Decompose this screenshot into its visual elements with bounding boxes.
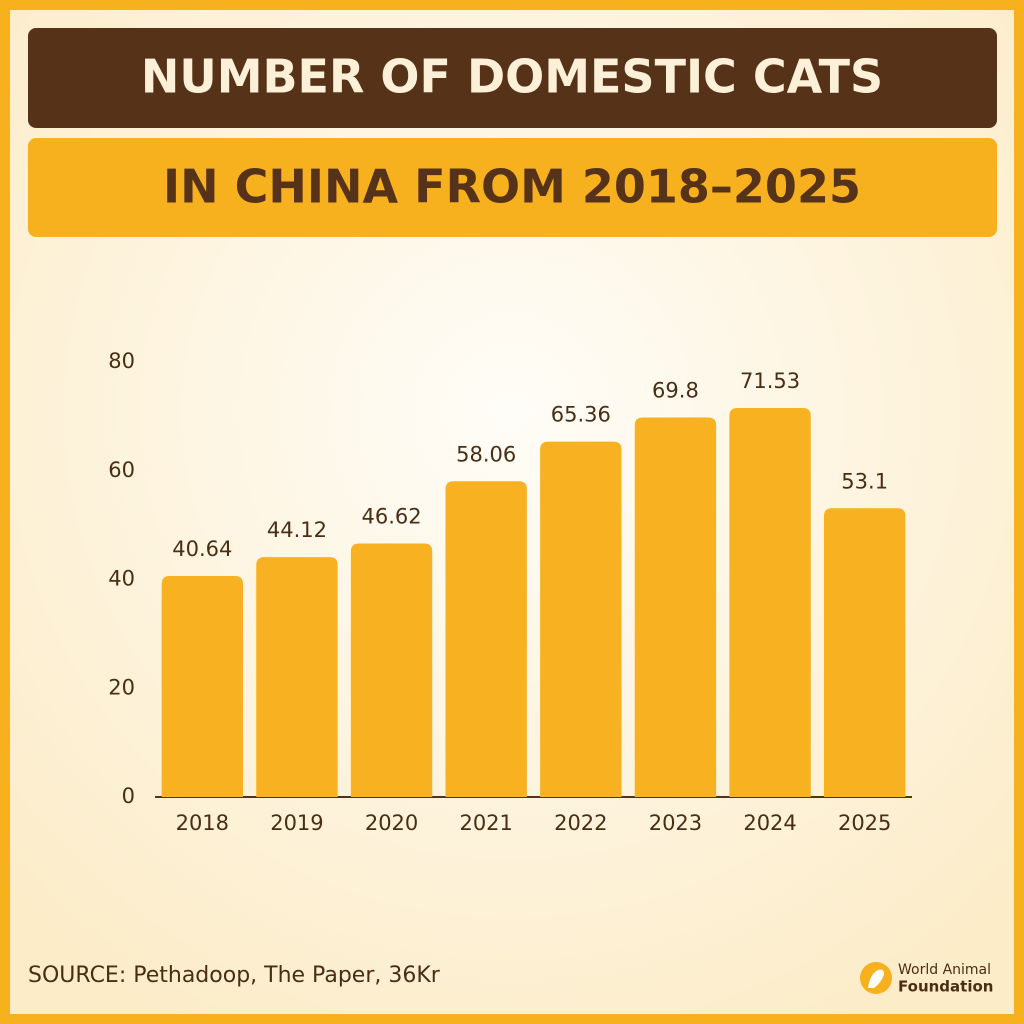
x-tick-label: 2020 [365,811,418,835]
bar [823,508,906,797]
value-label: 65.36 [551,403,611,427]
bar [161,576,244,797]
y-tick-label: 40 [108,567,135,591]
y-tick-label: 60 [108,458,135,482]
source: SOURCE: Pethadoop, The Paper, 36Kr [28,963,441,988]
value-label: 58.06 [456,442,516,466]
y-tick-label: 0 [122,784,135,808]
value-label: 40.64 [172,537,232,561]
logo-mark [868,969,884,988]
bar [256,557,338,797]
x-tick-label: 2018 [176,811,229,835]
x-tick-label: 2019 [270,811,323,835]
value-label: 53.1 [841,469,888,493]
value-label: 69.8 [652,378,699,402]
x-tick-label: 2024 [743,811,796,835]
bar [540,441,622,797]
title-box [28,28,997,128]
logo-line1: World Animal [898,962,991,978]
chart-title: NUMBER OF DOMESTIC CATS [141,50,883,104]
bar [729,408,811,797]
bar [445,481,527,797]
x-tick-label: 2022 [554,811,607,835]
value-label: 71.53 [740,369,800,393]
x-tick-label: 2023 [649,811,702,835]
x-tick-label: 2025 [838,811,891,835]
logo-line2: Foundation [898,978,993,996]
bar [634,417,717,797]
value-label: 46.62 [362,505,422,529]
chart-subtitle: IN CHINA FROM 2018–2025 [163,160,861,214]
x-tick-label: 2021 [459,811,512,835]
logo: World Animal Foundation [860,962,993,996]
subtitle-box [28,138,997,237]
y-tick-label: 80 [108,349,135,373]
value-label: 44.12 [267,518,327,542]
y-tick-label: 20 [108,675,135,699]
bar [350,543,433,797]
